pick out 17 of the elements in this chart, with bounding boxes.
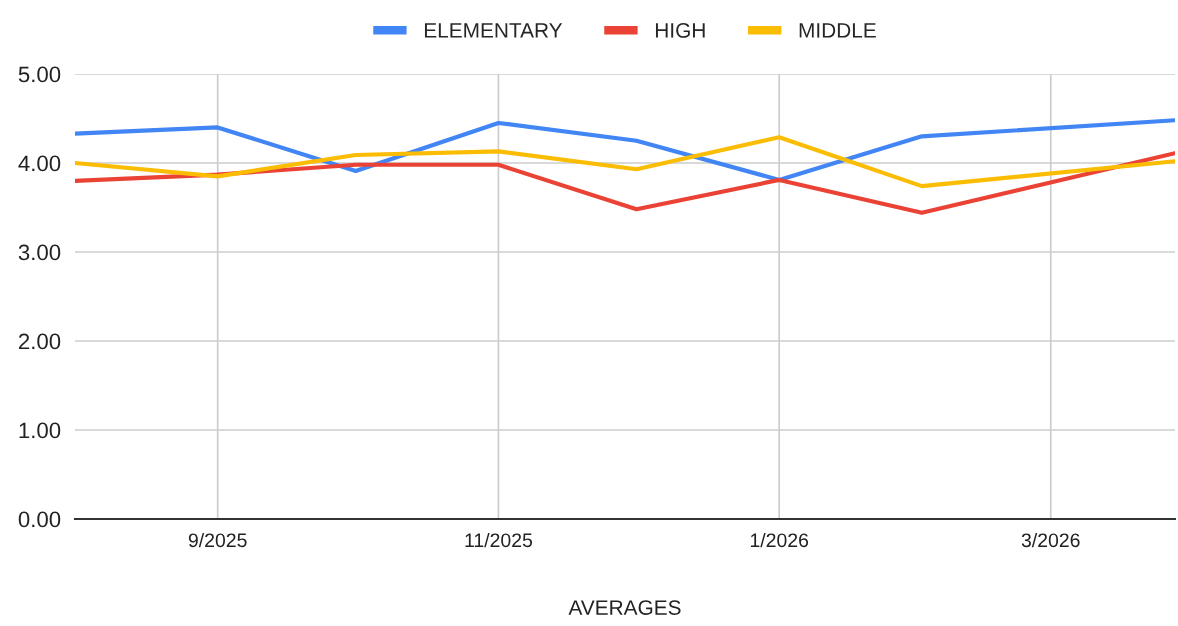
x-tick-label: 3/2026 (1021, 532, 1080, 548)
x-tick-label: 11/2025 (465, 532, 533, 548)
line-series (75, 151, 1175, 215)
y-tick-label: 2.00 (18, 333, 61, 350)
x-tick-label: 9/2025 (188, 532, 247, 548)
y-tick-label: 0.00 (18, 511, 61, 528)
y-tick-label: 4.00 (18, 155, 61, 172)
legend-label: HIGH (655, 23, 705, 38)
line-series (75, 118, 1175, 182)
y-tick-label: 5.00 (18, 66, 61, 83)
x-axis-title: AVERAGES (568, 600, 681, 615)
legend-label: ELEMENTARY (424, 23, 563, 38)
y-tick-label: 3.00 (18, 244, 61, 261)
x-tick-label: 1/2026 (750, 532, 809, 548)
line-series (75, 135, 1175, 189)
legend-label: MIDDLE (799, 23, 876, 38)
y-tick-label: 1.00 (19, 422, 61, 439)
